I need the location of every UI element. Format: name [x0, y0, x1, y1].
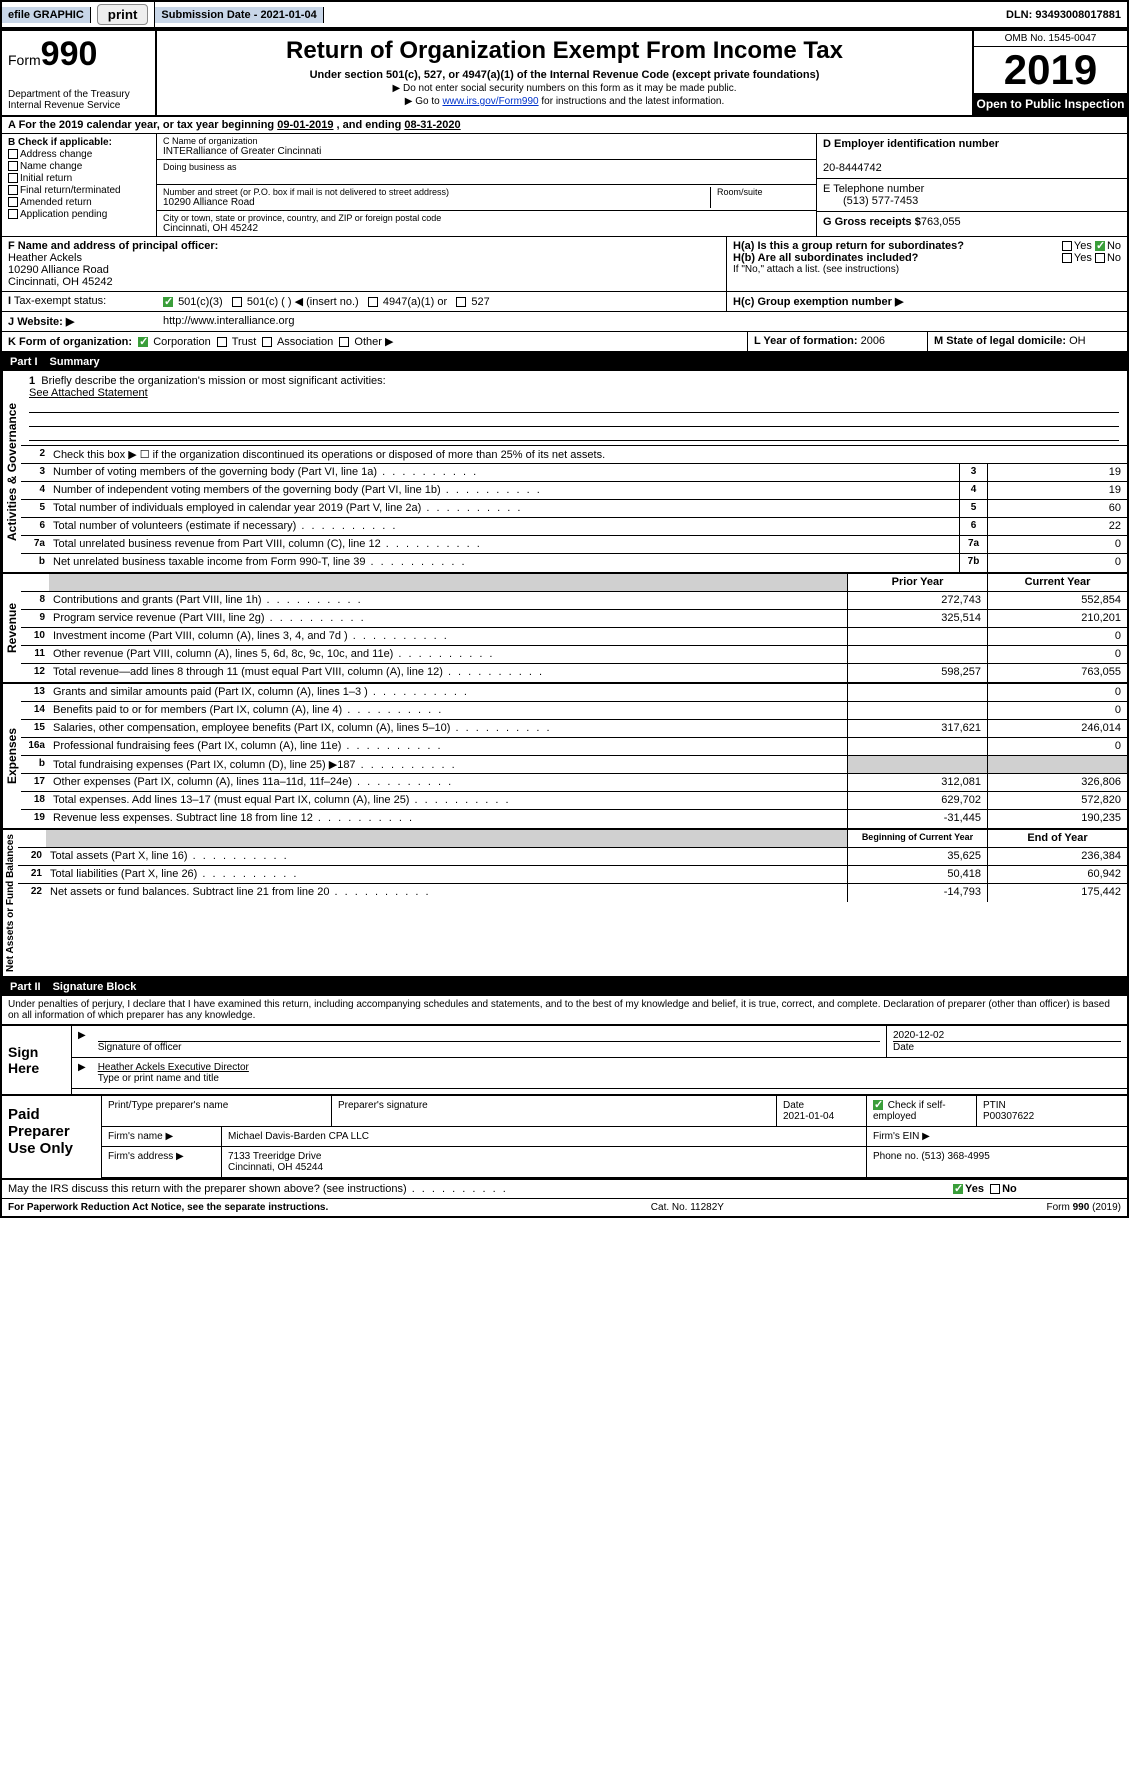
table-row: 20Total assets (Part X, line 16)35,62523… [18, 848, 1127, 866]
chk-self-employed[interactable] [873, 1100, 883, 1110]
note-ssn: ▶ Do not enter social security numbers o… [167, 83, 962, 94]
chk-name[interactable] [8, 161, 18, 171]
tax-year: 2019 [974, 47, 1127, 93]
paid-preparer: Paid Preparer Use Only Print/Type prepar… [2, 1096, 1127, 1180]
table-row: 5Total number of individuals employed in… [21, 500, 1127, 518]
chk-ha-no[interactable] [1095, 241, 1105, 251]
form-number: 990 [41, 35, 98, 73]
chk-amended[interactable] [8, 197, 18, 207]
gross-receipts: 763,055 [921, 216, 961, 228]
perjury-statement: Under penalties of perjury, I declare th… [2, 996, 1127, 1025]
form-subtitle: Under section 501(c), 527, or 4947(a)(1)… [167, 69, 962, 81]
org-city: Cincinnati, OH 45242 [163, 223, 810, 234]
chk-address[interactable] [8, 149, 18, 159]
part-ii-header: Part II Signature Block [2, 978, 1127, 996]
table-row: 12Total revenue—add lines 8 through 11 (… [21, 664, 1127, 682]
note-link: ▶ Go to www.irs.gov/Form990 for instruct… [167, 96, 962, 107]
arrow-icon: ▶ [72, 1058, 92, 1088]
table-row: 19Revenue less expenses. Subtract line 1… [21, 810, 1127, 828]
table-row: 11Other revenue (Part VIII, column (A), … [21, 646, 1127, 664]
section-revenue: Revenue Prior Year Current Year 8Contrib… [2, 574, 1127, 684]
table-row: 7aTotal unrelated business revenue from … [21, 536, 1127, 554]
officer-name: Heather Ackels [8, 252, 82, 264]
table-row: 15Salaries, other compensation, employee… [21, 720, 1127, 738]
topbar: efile GRAPHIC print Submission Date - 20… [0, 0, 1129, 29]
chk-discuss-yes[interactable] [953, 1184, 963, 1194]
print-button[interactable]: print [97, 4, 149, 25]
table-row: bTotal fundraising expenses (Part IX, co… [21, 756, 1127, 774]
open-inspect: Open to Public Inspection [974, 93, 1127, 115]
discuss-row: May the IRS discuss this return with the… [2, 1180, 1127, 1199]
chk-initial[interactable] [8, 173, 18, 183]
table-row: 18Total expenses. Add lines 13–17 (must … [21, 792, 1127, 810]
dept-label: Department of the Treasury [8, 89, 149, 100]
table-row: 22Net assets or fund balances. Subtract … [18, 884, 1127, 902]
section-netassets: Net Assets or Fund Balances Beginning of… [2, 830, 1127, 978]
phone: (513) 577-7453 [823, 195, 918, 207]
chk-corp[interactable] [138, 337, 148, 347]
irs-label: Internal Revenue Service [8, 100, 149, 111]
form-label: Form [8, 52, 41, 68]
table-row: 3Number of voting members of the governi… [21, 464, 1127, 482]
hdr-center: Return of Organization Exempt From Incom… [157, 31, 972, 115]
chk-final[interactable] [8, 185, 18, 195]
table-row: 10Investment income (Part VIII, column (… [21, 628, 1127, 646]
table-row: 4Number of independent voting members of… [21, 482, 1127, 500]
efile-label: efile GRAPHIC [2, 7, 91, 23]
footer: For Paperwork Reduction Act Notice, see … [2, 1199, 1127, 1216]
form-990: Form990 Department of the Treasury Inter… [0, 29, 1129, 1218]
row-j: J Website: ▶ http://www.interalliance.or… [2, 312, 1127, 332]
table-row: 21Total liabilities (Part X, line 26)50,… [18, 866, 1127, 884]
table-row: 17Other expenses (Part IX, column (A), l… [21, 774, 1127, 792]
boxes-deg: D Employer identification number 20-8444… [817, 134, 1127, 236]
section-expenses: Expenses 13Grants and similar amounts pa… [2, 684, 1127, 830]
part-i-header: Part I Summary [2, 353, 1127, 371]
row-a: A For the 2019 calendar year, or tax yea… [2, 117, 1127, 134]
form-title: Return of Organization Exempt From Incom… [167, 37, 962, 65]
boxes-bcdefg: B Check if applicable: Address change Na… [2, 134, 1127, 237]
hdr-left: Form990 Department of the Treasury Inter… [2, 31, 157, 115]
hdr-right: OMB No. 1545-0047 2019 Open to Public In… [972, 31, 1127, 115]
table-row: 16aProfessional fundraising fees (Part I… [21, 738, 1127, 756]
ein: 20-8444742 [823, 162, 882, 174]
row-k: K Form of organization: Corporation Trus… [2, 332, 1127, 353]
irs-link[interactable]: www.irs.gov/Form990 [442, 96, 538, 107]
table-row: 6Total number of volunteers (estimate if… [21, 518, 1127, 536]
chk-501c3[interactable] [163, 297, 173, 307]
form-header: Form990 Department of the Treasury Inter… [2, 31, 1127, 117]
arrow-icon: ▶ [72, 1026, 92, 1057]
row-fh: F Name and address of principal officer:… [2, 237, 1127, 292]
org-name: INTERalliance of Greater Cincinnati [163, 146, 810, 157]
mission-text: See Attached Statement [29, 387, 1119, 399]
box-b: B Check if applicable: Address change Na… [2, 134, 157, 236]
org-address: 10290 Alliance Road [163, 197, 710, 208]
omb-number: OMB No. 1545-0047 [974, 31, 1127, 47]
box-c: C Name of organization INTERalliance of … [157, 134, 817, 236]
table-row: 9Program service revenue (Part VIII, lin… [21, 610, 1127, 628]
section-activities: Activities & Governance 1 Briefly descri… [2, 371, 1127, 574]
table-row: 14Benefits paid to or for members (Part … [21, 702, 1127, 720]
sign-here: Sign Here ▶ Signature of officer 2020-12… [2, 1025, 1127, 1096]
table-row: bNet unrelated business taxable income f… [21, 554, 1127, 572]
chk-pending[interactable] [8, 209, 18, 219]
row-i: I Tax-exempt status: 501(c)(3) 501(c) ( … [2, 292, 1127, 312]
line-1: 1 Briefly describe the organization's mi… [21, 371, 1127, 446]
website: http://www.interalliance.org [163, 315, 294, 327]
table-row: 8Contributions and grants (Part VIII, li… [21, 592, 1127, 610]
table-row: 13Grants and similar amounts paid (Part … [21, 684, 1127, 702]
submission-date: Submission Date - 2021-01-04 [155, 7, 323, 23]
dln: DLN: 93493008017881 [1000, 7, 1127, 23]
